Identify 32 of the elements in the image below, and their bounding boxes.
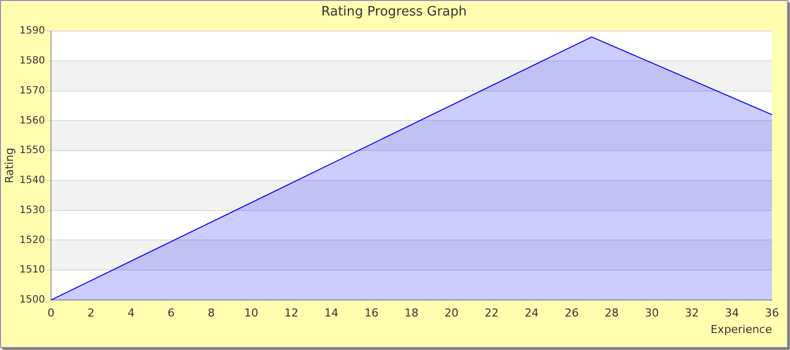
- y-tick-label: 1580: [20, 55, 45, 66]
- y-tick-label: 1520: [20, 234, 45, 246]
- x-tick-label: 16: [364, 306, 378, 320]
- x-tick-label: 0: [48, 306, 54, 320]
- x-tick-label: 12: [284, 306, 298, 320]
- y-tick-label: 1540: [20, 175, 45, 186]
- x-tick-label: 4: [128, 306, 135, 320]
- y-axis-title: Rating: [2, 148, 16, 184]
- x-axis-title: Experience: [710, 322, 772, 336]
- chart-title: Rating Progress Graph: [321, 4, 467, 20]
- x-tick-label: 22: [484, 306, 499, 320]
- x-tick-label: 18: [404, 306, 418, 320]
- y-tick-label: 1570: [20, 85, 45, 96]
- x-tick-label: 6: [168, 306, 175, 320]
- x-tick-label: 10: [244, 306, 258, 320]
- x-tick-label: 36: [765, 306, 779, 320]
- y-tick-label: 1530: [20, 204, 45, 216]
- y-tick-label: 1550: [20, 145, 45, 156]
- x-tick-label: 26: [564, 306, 579, 320]
- x-tick-label: 8: [208, 306, 215, 320]
- y-tick-label: 1560: [20, 115, 45, 126]
- x-tick-label: 30: [644, 306, 659, 320]
- x-tick-label: 28: [604, 306, 619, 320]
- x-tick-label: 32: [684, 306, 699, 320]
- x-tick-label: 24: [524, 306, 539, 320]
- x-tick-label: 34: [724, 306, 739, 320]
- y-tick-label: 1510: [20, 264, 45, 276]
- x-tick-label: 20: [444, 306, 459, 320]
- x-tick-label: 2: [88, 306, 95, 320]
- y-tick-label: 1500: [20, 294, 45, 306]
- x-tick-label: 14: [324, 306, 338, 320]
- y-tick-label: 1590: [20, 26, 45, 37]
